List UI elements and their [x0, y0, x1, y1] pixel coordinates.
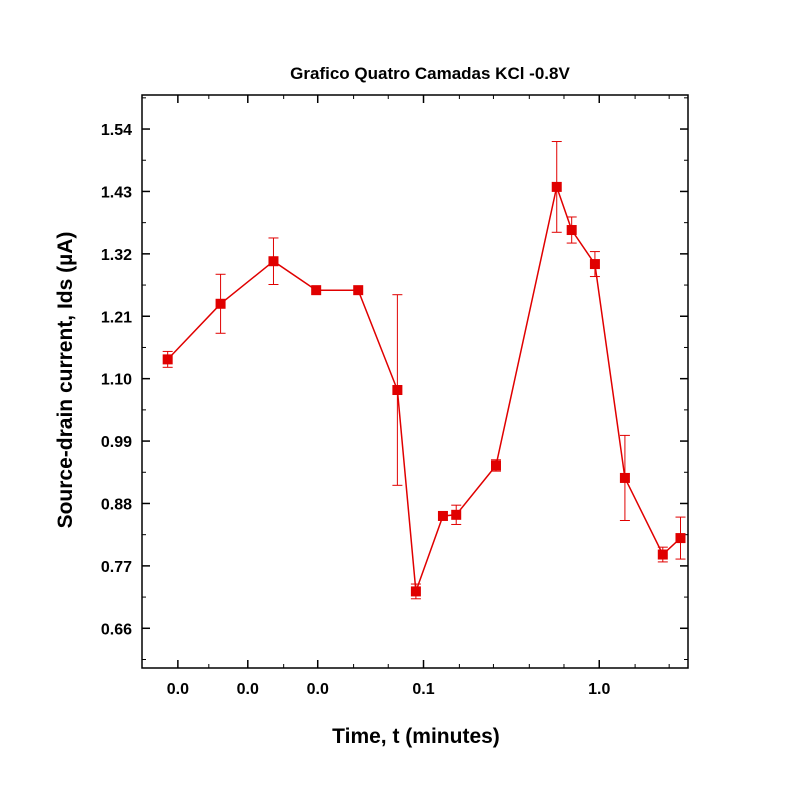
y-tick-label: 1.21 — [101, 309, 132, 326]
data-point — [162, 354, 173, 365]
y-tick-label: 1.54 — [101, 122, 132, 139]
y-tick-label: 0.99 — [101, 434, 132, 451]
x-tick-label: 1.0 — [588, 681, 610, 698]
y-axis-title: Source-drain current, Ids (µA) — [54, 232, 77, 529]
data-point — [551, 181, 562, 192]
data-point — [268, 256, 279, 267]
x-axis-ticks: 0.0 0.0 0.0 0.1 1.0 — [167, 95, 670, 698]
data-point — [566, 225, 577, 236]
data-point — [675, 533, 686, 544]
x-tick-label: 0.1 — [412, 681, 434, 698]
x-tick-label: 0.0 — [307, 681, 329, 698]
data-point — [619, 472, 630, 483]
data-point — [490, 460, 501, 471]
data-point — [451, 509, 462, 520]
data-point — [657, 549, 668, 560]
data-point — [392, 385, 403, 396]
plot-frame — [141, 94, 689, 669]
series-layer — [162, 141, 686, 600]
data-point — [589, 259, 600, 270]
y-tick-label: 1.43 — [101, 184, 132, 201]
data-point — [410, 586, 421, 597]
x-axis-title: Time, t (minutes) — [332, 725, 500, 748]
x-tick-label: 0.0 — [237, 681, 259, 698]
chart-title: Grafico Quatro Camadas KCl -0.8V — [290, 64, 570, 83]
data-point — [437, 510, 448, 521]
y-axis-ticks: 0.66 0.77 0.88 0.99 1.10 1.21 1.32 1.43 1.54 — [101, 97, 688, 660]
y-tick-label: 0.66 — [101, 621, 132, 638]
series-line — [167, 184, 682, 592]
data-point — [311, 285, 322, 296]
y-tick-label: 0.77 — [101, 559, 132, 576]
y-tick-label: 0.88 — [101, 496, 132, 513]
plot-border — [141, 94, 689, 669]
y-tick-label: 1.32 — [101, 247, 132, 264]
data-point — [353, 285, 364, 296]
data-point — [215, 298, 226, 309]
y-tick-label: 1.10 — [101, 372, 132, 389]
x-tick-label: 0.0 — [167, 681, 189, 698]
